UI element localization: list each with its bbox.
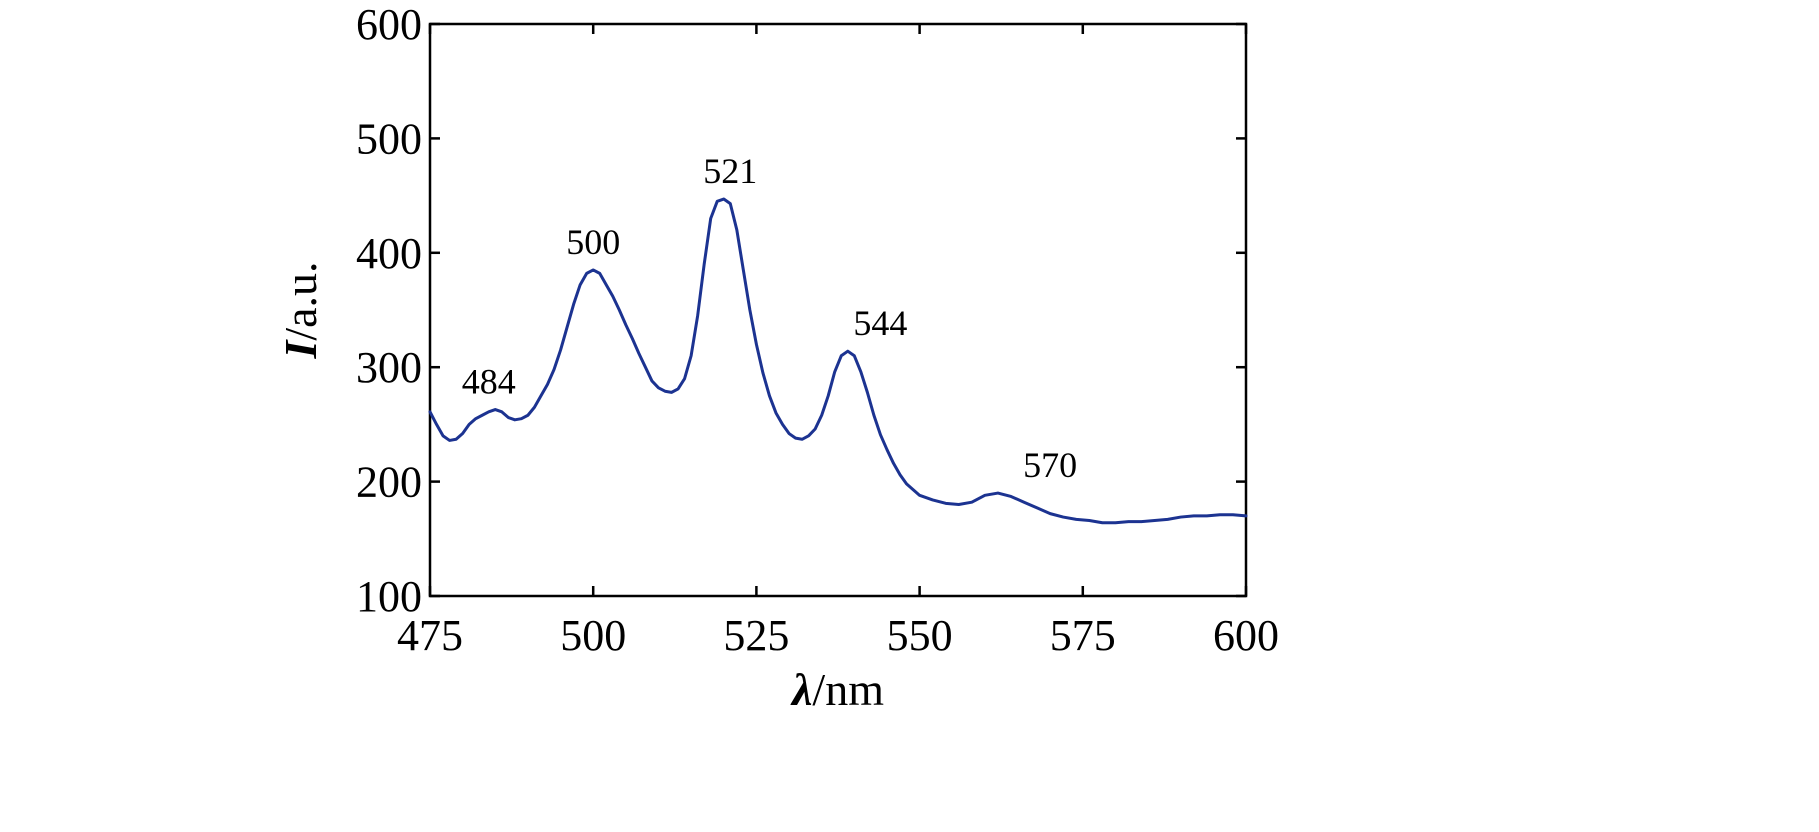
x-tick-label: 575 bbox=[1050, 611, 1116, 660]
spectrum-line bbox=[428, 197, 1248, 525]
x-axis-unit: /nm bbox=[812, 664, 884, 715]
peak-label: 484 bbox=[462, 362, 516, 402]
x-axis-symbol: λ bbox=[790, 664, 812, 715]
peak-label: 570 bbox=[1023, 445, 1077, 485]
x-axis-label: λ/nm bbox=[790, 664, 884, 715]
y-tick-label: 100 bbox=[356, 572, 422, 621]
y-axis-unit: /a.u. bbox=[275, 261, 326, 340]
y-axis-label: I/a.u. bbox=[275, 261, 326, 359]
x-tick-label: 475 bbox=[397, 611, 463, 660]
x-tick-label: 550 bbox=[887, 611, 953, 660]
peak-label: 500 bbox=[566, 222, 620, 262]
axis-tick-labels: 475 500 525 550 575 600 100 200 300 400 500 600 bbox=[356, 0, 1279, 660]
x-tick-label: 600 bbox=[1213, 611, 1279, 660]
peak-annotations: 484 500 521 544 570 bbox=[462, 151, 1077, 485]
plot-frame bbox=[428, 22, 1248, 598]
y-tick-label: 600 bbox=[356, 0, 422, 49]
y-tick-label: 200 bbox=[356, 458, 422, 507]
axis-ticks bbox=[428, 22, 1248, 598]
peak-label: 544 bbox=[853, 303, 907, 343]
y-axis-symbol: I bbox=[275, 339, 326, 360]
x-tick-label: 500 bbox=[560, 611, 626, 660]
y-tick-label: 500 bbox=[356, 114, 422, 163]
x-tick-label: 525 bbox=[723, 611, 789, 660]
y-tick-label: 400 bbox=[356, 229, 422, 278]
y-tick-label: 300 bbox=[356, 343, 422, 392]
peak-label: 521 bbox=[703, 151, 757, 191]
